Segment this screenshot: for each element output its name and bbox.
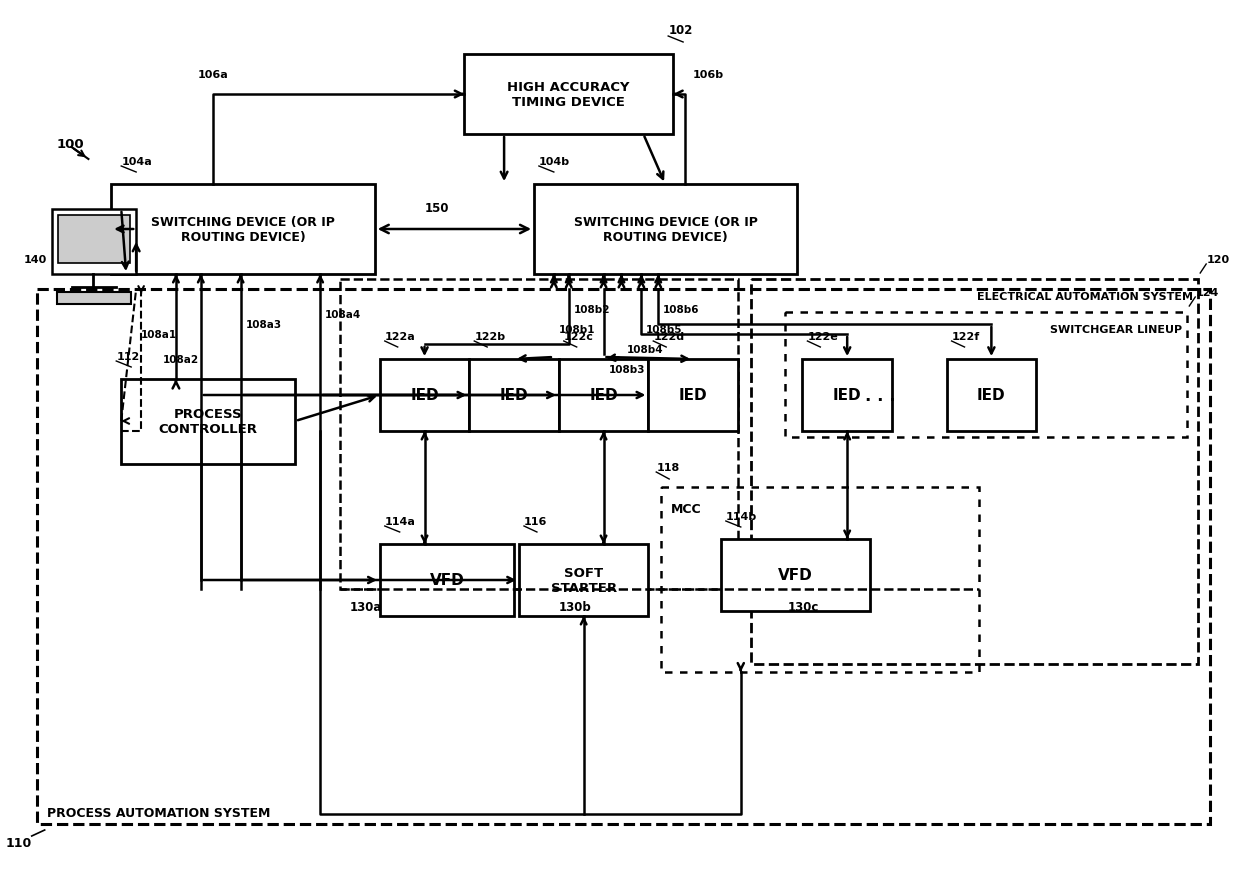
Text: IED: IED xyxy=(589,388,618,403)
Bar xyxy=(649,360,738,431)
Text: SOFT
STARTER: SOFT STARTER xyxy=(551,567,616,595)
Bar xyxy=(520,545,649,617)
Text: IED: IED xyxy=(410,388,439,403)
Text: 108b1: 108b1 xyxy=(559,324,595,335)
Text: IED: IED xyxy=(833,388,862,403)
Text: 130c: 130c xyxy=(787,601,818,614)
Text: 130b: 130b xyxy=(559,601,591,614)
Bar xyxy=(559,360,649,431)
Text: 106a: 106a xyxy=(198,70,228,80)
Text: 108b2: 108b2 xyxy=(574,304,610,315)
Bar xyxy=(802,360,892,431)
Text: 110: 110 xyxy=(5,836,32,849)
Text: ELECTRICAL AUTOMATION SYSTEM: ELECTRICAL AUTOMATION SYSTEM xyxy=(977,292,1193,302)
Bar xyxy=(785,312,1187,438)
Text: 102: 102 xyxy=(668,24,693,37)
Text: VFD: VFD xyxy=(429,573,464,588)
Text: MCC: MCC xyxy=(671,503,702,516)
Bar xyxy=(469,360,559,431)
Bar xyxy=(379,545,515,617)
Text: 108a3: 108a3 xyxy=(246,319,281,330)
Bar xyxy=(720,539,870,611)
Bar xyxy=(57,293,131,304)
Text: . . .: . . . xyxy=(866,387,895,404)
Text: 108b5: 108b5 xyxy=(646,324,683,335)
Text: IED: IED xyxy=(977,388,1006,403)
Text: IED: IED xyxy=(678,388,707,403)
Text: SWITCHING DEVICE (OR IP
ROUTING DEVICE): SWITCHING DEVICE (OR IP ROUTING DEVICE) xyxy=(151,216,335,244)
Bar xyxy=(661,488,980,673)
Text: 114a: 114a xyxy=(384,517,415,526)
Text: PROCESS
CONTROLLER: PROCESS CONTROLLER xyxy=(159,408,258,436)
Text: 106b: 106b xyxy=(693,70,724,80)
Text: 112: 112 xyxy=(117,352,140,361)
Text: 116: 116 xyxy=(525,517,547,526)
Text: 118: 118 xyxy=(656,462,680,473)
Bar xyxy=(52,210,136,275)
Text: 122b: 122b xyxy=(474,332,506,342)
Text: 108a4: 108a4 xyxy=(325,310,361,319)
Text: 122f: 122f xyxy=(951,332,980,342)
Bar xyxy=(340,280,738,589)
Text: 140: 140 xyxy=(24,254,47,265)
Text: 114b: 114b xyxy=(725,511,758,522)
Text: 122e: 122e xyxy=(807,332,838,342)
Bar xyxy=(534,185,797,275)
Text: SWITCHING DEVICE (OR IP
ROUTING DEVICE): SWITCHING DEVICE (OR IP ROUTING DEVICE) xyxy=(574,216,758,244)
Text: 108a2: 108a2 xyxy=(162,354,200,365)
Text: 108a1: 108a1 xyxy=(141,330,177,339)
Text: 108b4: 108b4 xyxy=(626,345,663,354)
Text: 122a: 122a xyxy=(384,332,415,342)
Text: 122c: 122c xyxy=(564,332,594,342)
Text: PROCESS AUTOMATION SYSTEM: PROCESS AUTOMATION SYSTEM xyxy=(47,806,270,819)
Text: 108b6: 108b6 xyxy=(663,304,699,315)
Bar xyxy=(464,55,673,135)
Text: 122d: 122d xyxy=(653,332,684,342)
Text: SWITCHGEAR LINEUP: SWITCHGEAR LINEUP xyxy=(1050,324,1182,335)
Bar xyxy=(37,289,1210,824)
Bar xyxy=(57,216,130,264)
Text: 130a: 130a xyxy=(350,601,382,614)
Text: 124: 124 xyxy=(1195,288,1219,297)
Text: HIGH ACCURACY
TIMING DEVICE: HIGH ACCURACY TIMING DEVICE xyxy=(507,81,630,109)
Bar xyxy=(122,380,295,465)
Bar xyxy=(946,360,1037,431)
Bar xyxy=(379,360,469,431)
Text: 108b3: 108b3 xyxy=(609,365,645,374)
Text: 104a: 104a xyxy=(122,157,153,167)
Bar xyxy=(112,185,374,275)
Text: 100: 100 xyxy=(57,139,84,152)
Text: 104b: 104b xyxy=(539,157,570,167)
Text: 120: 120 xyxy=(1207,254,1229,265)
Text: 150: 150 xyxy=(424,202,449,215)
Bar xyxy=(750,280,1198,664)
Text: IED: IED xyxy=(500,388,528,403)
Text: VFD: VFD xyxy=(779,567,813,583)
